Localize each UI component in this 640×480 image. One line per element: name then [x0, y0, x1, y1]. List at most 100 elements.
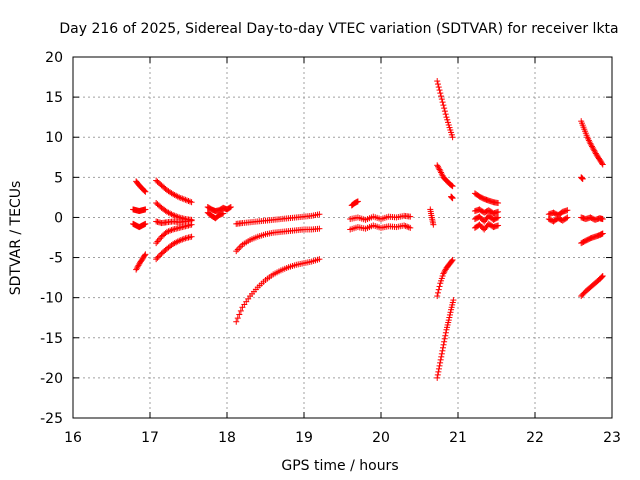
- data-point: [446, 314, 453, 321]
- data-point: [449, 256, 456, 263]
- data-point: [564, 214, 571, 221]
- data-series-seg21: [448, 193, 456, 202]
- data-point: [438, 350, 445, 357]
- data-series-seg29: [545, 214, 571, 225]
- plot-frame: [72, 56, 613, 419]
- data-series-seg22: [434, 256, 456, 300]
- data-point: [599, 161, 606, 168]
- data-point: [442, 329, 449, 336]
- data-point: [442, 111, 449, 118]
- data-series-seg34: [578, 273, 606, 300]
- data-point: [439, 99, 446, 106]
- data-point: [188, 221, 195, 228]
- data-series-seg07: [153, 217, 195, 227]
- data-series-seg33: [578, 230, 606, 247]
- data-series-seg25: [471, 206, 502, 217]
- data-point: [141, 252, 148, 259]
- data-point: [316, 225, 323, 232]
- x-tick-label: 23: [603, 430, 621, 446]
- data-point: [220, 210, 227, 217]
- data-point: [407, 224, 414, 231]
- data-series-seg02: [130, 206, 149, 215]
- data-point: [434, 374, 441, 381]
- data-point: [439, 347, 446, 354]
- data-point: [142, 188, 149, 195]
- data-point: [442, 332, 449, 339]
- data-point: [445, 317, 452, 324]
- data-point: [599, 216, 606, 223]
- data-point: [436, 362, 443, 369]
- x-tick-label: 18: [218, 430, 236, 446]
- data-point: [444, 116, 451, 123]
- data-point: [438, 353, 445, 360]
- data-point: [441, 338, 448, 345]
- data-point: [449, 195, 456, 202]
- data-series-seg03: [130, 220, 149, 231]
- data-point: [436, 283, 443, 290]
- y-axis-label: SDTVAR / TECUs: [8, 181, 24, 296]
- data-series-seg32: [578, 214, 606, 223]
- y-tick-label: 5: [54, 170, 63, 186]
- data-point: [441, 105, 448, 112]
- data-series-seg09: [153, 233, 195, 263]
- data-point: [448, 182, 455, 189]
- data-point: [434, 81, 441, 88]
- data-point: [444, 119, 451, 126]
- data-point: [445, 121, 452, 128]
- x-tick-label: 22: [526, 430, 544, 446]
- data-point: [440, 341, 447, 348]
- data-point: [598, 273, 605, 280]
- data-point: [316, 256, 323, 263]
- data-point: [441, 335, 448, 342]
- y-tick-label: -10: [40, 291, 63, 307]
- data-point: [438, 93, 445, 100]
- y-tick-label: 15: [45, 90, 63, 106]
- data-point: [153, 256, 160, 263]
- data-point: [437, 356, 444, 363]
- data-point: [436, 166, 443, 173]
- data-series-seg24: [471, 190, 502, 207]
- data-point: [434, 371, 441, 378]
- data-point: [142, 251, 149, 258]
- data-point: [141, 187, 148, 194]
- data-point: [437, 90, 444, 97]
- data-point: [354, 198, 361, 205]
- data-series-seg27: [471, 220, 502, 233]
- data-point: [237, 307, 244, 314]
- data-series-seg30: [578, 118, 606, 168]
- chart-title: Day 216 of 2025, Sidereal Day-to-day VTE…: [59, 21, 618, 37]
- x-tick-label: 20: [372, 430, 390, 446]
- data-series-seg16: [347, 212, 414, 223]
- data-series-seg31: [578, 174, 586, 182]
- data-series-seg13: [233, 225, 323, 255]
- data-point: [493, 215, 500, 222]
- data-point: [449, 183, 456, 190]
- data-point: [316, 211, 323, 218]
- data-point: [579, 175, 586, 182]
- x-tick-label: 21: [449, 430, 467, 446]
- data-point: [404, 223, 411, 230]
- data-series-seg05: [153, 177, 195, 206]
- data-point: [407, 213, 414, 220]
- data-point: [495, 222, 502, 229]
- data-point: [443, 114, 450, 121]
- data-point: [439, 344, 446, 351]
- data-point: [188, 233, 195, 240]
- data-series-seg04: [133, 251, 149, 273]
- data-point: [440, 102, 447, 109]
- data-point: [434, 78, 441, 85]
- data-point: [495, 200, 502, 207]
- data-series-seg14: [233, 256, 323, 325]
- y-tick-label: 20: [45, 50, 63, 66]
- data-point: [436, 87, 443, 94]
- data-series-seg01: [133, 178, 149, 195]
- data-point: [227, 204, 234, 211]
- data-point: [446, 311, 453, 318]
- x-tick-label: 16: [64, 430, 82, 446]
- data-point: [563, 215, 570, 222]
- data-series-seg12: [233, 211, 323, 227]
- data-point: [495, 214, 502, 221]
- data-point: [437, 359, 444, 366]
- y-tick-label: -20: [40, 371, 63, 387]
- y-tick-label: 10: [45, 130, 63, 146]
